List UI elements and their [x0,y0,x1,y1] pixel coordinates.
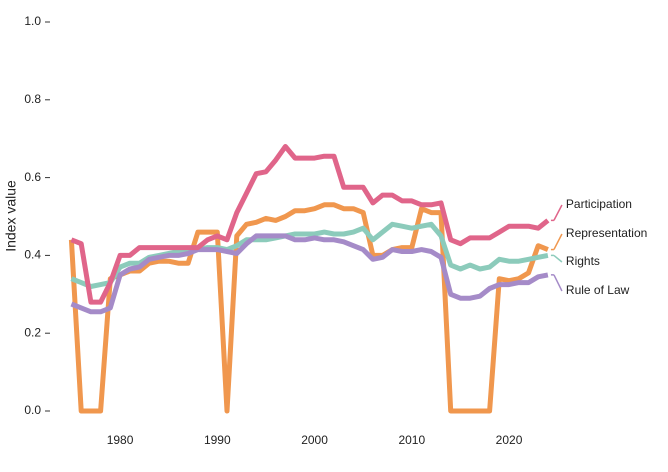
legend-leader [553,274,563,292]
x-tick-label: 1990 [204,433,231,447]
series-line [70,233,549,315]
legend-leader [553,204,563,221]
legend-label: Participation [566,197,632,211]
x-tick-label: 1980 [107,433,134,447]
legend-leader [553,233,563,250]
legend-label: Representation [566,226,647,240]
y-tick-label: 0.2 [24,325,41,339]
x-tick-label: 2010 [398,433,425,447]
y-tick-label: 1.0 [24,14,41,28]
legend-leader [553,254,563,263]
series-line [68,202,549,414]
legend-label: Rights [566,254,600,268]
y-tick-label: 0.6 [24,170,41,184]
y-tick-label: 0.4 [24,248,41,262]
x-tick-label: 2020 [496,433,523,447]
x-tick-label: 2000 [301,433,328,447]
series-line [70,221,549,289]
legend-label: Rule of Law [566,283,630,297]
y-tick-label: 0.8 [24,92,41,106]
y-tick-label: 0.0 [24,403,41,417]
y-axis-label: Index value [3,180,19,252]
series-line [70,144,550,305]
